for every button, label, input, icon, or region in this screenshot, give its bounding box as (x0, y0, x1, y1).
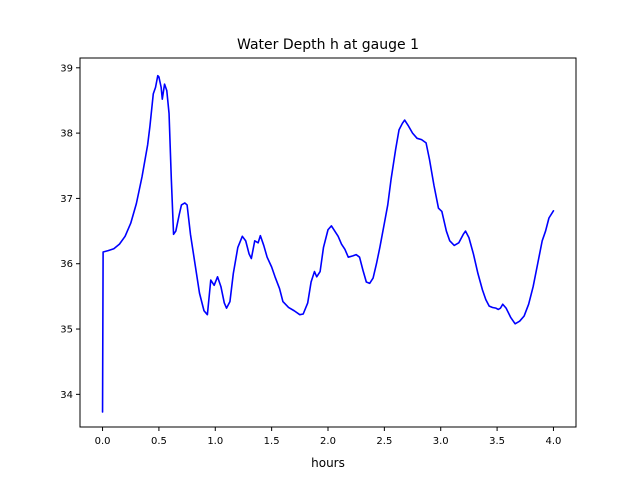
y-tick-label: 38 (60, 129, 73, 140)
x-tick-label: 1.0 (207, 436, 223, 447)
x-axis-title: hours (311, 456, 345, 470)
plot-area (101, 74, 555, 413)
series-line (101, 74, 555, 413)
x-tick-label: 2.5 (376, 436, 392, 447)
y-tick-label: 39 (60, 63, 73, 74)
y-tick-label: 37 (60, 194, 73, 205)
y-tick-label: 35 (60, 325, 73, 336)
x-tick-label: 3.0 (433, 436, 449, 447)
x-tick-label: 4.0 (546, 436, 562, 447)
x-tick-label: 3.5 (489, 436, 505, 447)
x-tick-label: 1.5 (264, 436, 280, 447)
y-axis: 34 35 36 37 38 39 (60, 63, 80, 401)
chart-title: Water Depth h at gauge 1 (237, 37, 419, 53)
x-axis: 0.0 0.5 1.0 1.5 2.0 2.5 3.0 3.5 4.0 (95, 427, 562, 447)
x-tick-label: 0.0 (95, 436, 111, 447)
y-tick-label: 34 (60, 390, 73, 401)
x-tick-label: 0.5 (151, 436, 167, 447)
x-tick-label: 2.0 (320, 436, 336, 447)
y-tick-label: 36 (60, 259, 73, 270)
